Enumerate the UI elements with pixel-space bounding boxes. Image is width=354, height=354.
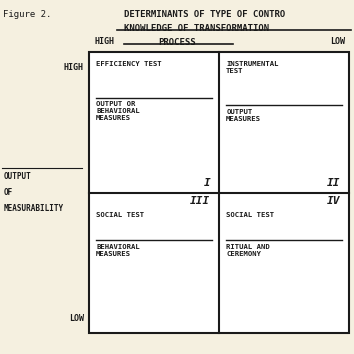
Text: BEHAVIORAL
MEASURES: BEHAVIORAL MEASURES [96,244,140,257]
Text: HIGH: HIGH [64,63,84,72]
Text: LOW: LOW [331,37,346,46]
Text: SOCIAL TEST: SOCIAL TEST [96,212,144,218]
Text: KNOWLEDGE OF TRANSFORMATION: KNOWLEDGE OF TRANSFORMATION [124,24,269,33]
Text: OUTPUT
MEASURES: OUTPUT MEASURES [226,109,261,121]
Text: INSTRUMENTAL
TEST: INSTRUMENTAL TEST [226,61,279,74]
Text: Figure 2.: Figure 2. [3,10,52,19]
Text: DETERMINANTS OF TYPE OF CONTRO: DETERMINANTS OF TYPE OF CONTRO [124,10,286,19]
Text: OUTPUT OR
BEHAVIORAL
MEASURES: OUTPUT OR BEHAVIORAL MEASURES [96,102,140,121]
Text: MEASURABILITY: MEASURABILITY [3,204,63,213]
Text: OF: OF [3,188,12,197]
Text: RITUAL AND
CEREMONY: RITUAL AND CEREMONY [226,244,270,257]
Text: PROCESS: PROCESS [158,38,196,47]
Text: III: III [190,196,210,206]
Text: HIGH: HIGH [95,37,114,46]
Bar [89,52,349,333]
Text: I: I [204,178,210,188]
Text: II: II [327,178,340,188]
Text: SOCIAL TEST: SOCIAL TEST [226,212,274,218]
Text: OUTPUT: OUTPUT [3,172,31,182]
Text: LOW: LOW [69,314,84,323]
Text: EFFICIENCY TEST: EFFICIENCY TEST [96,61,162,67]
Text: IV: IV [327,196,340,206]
